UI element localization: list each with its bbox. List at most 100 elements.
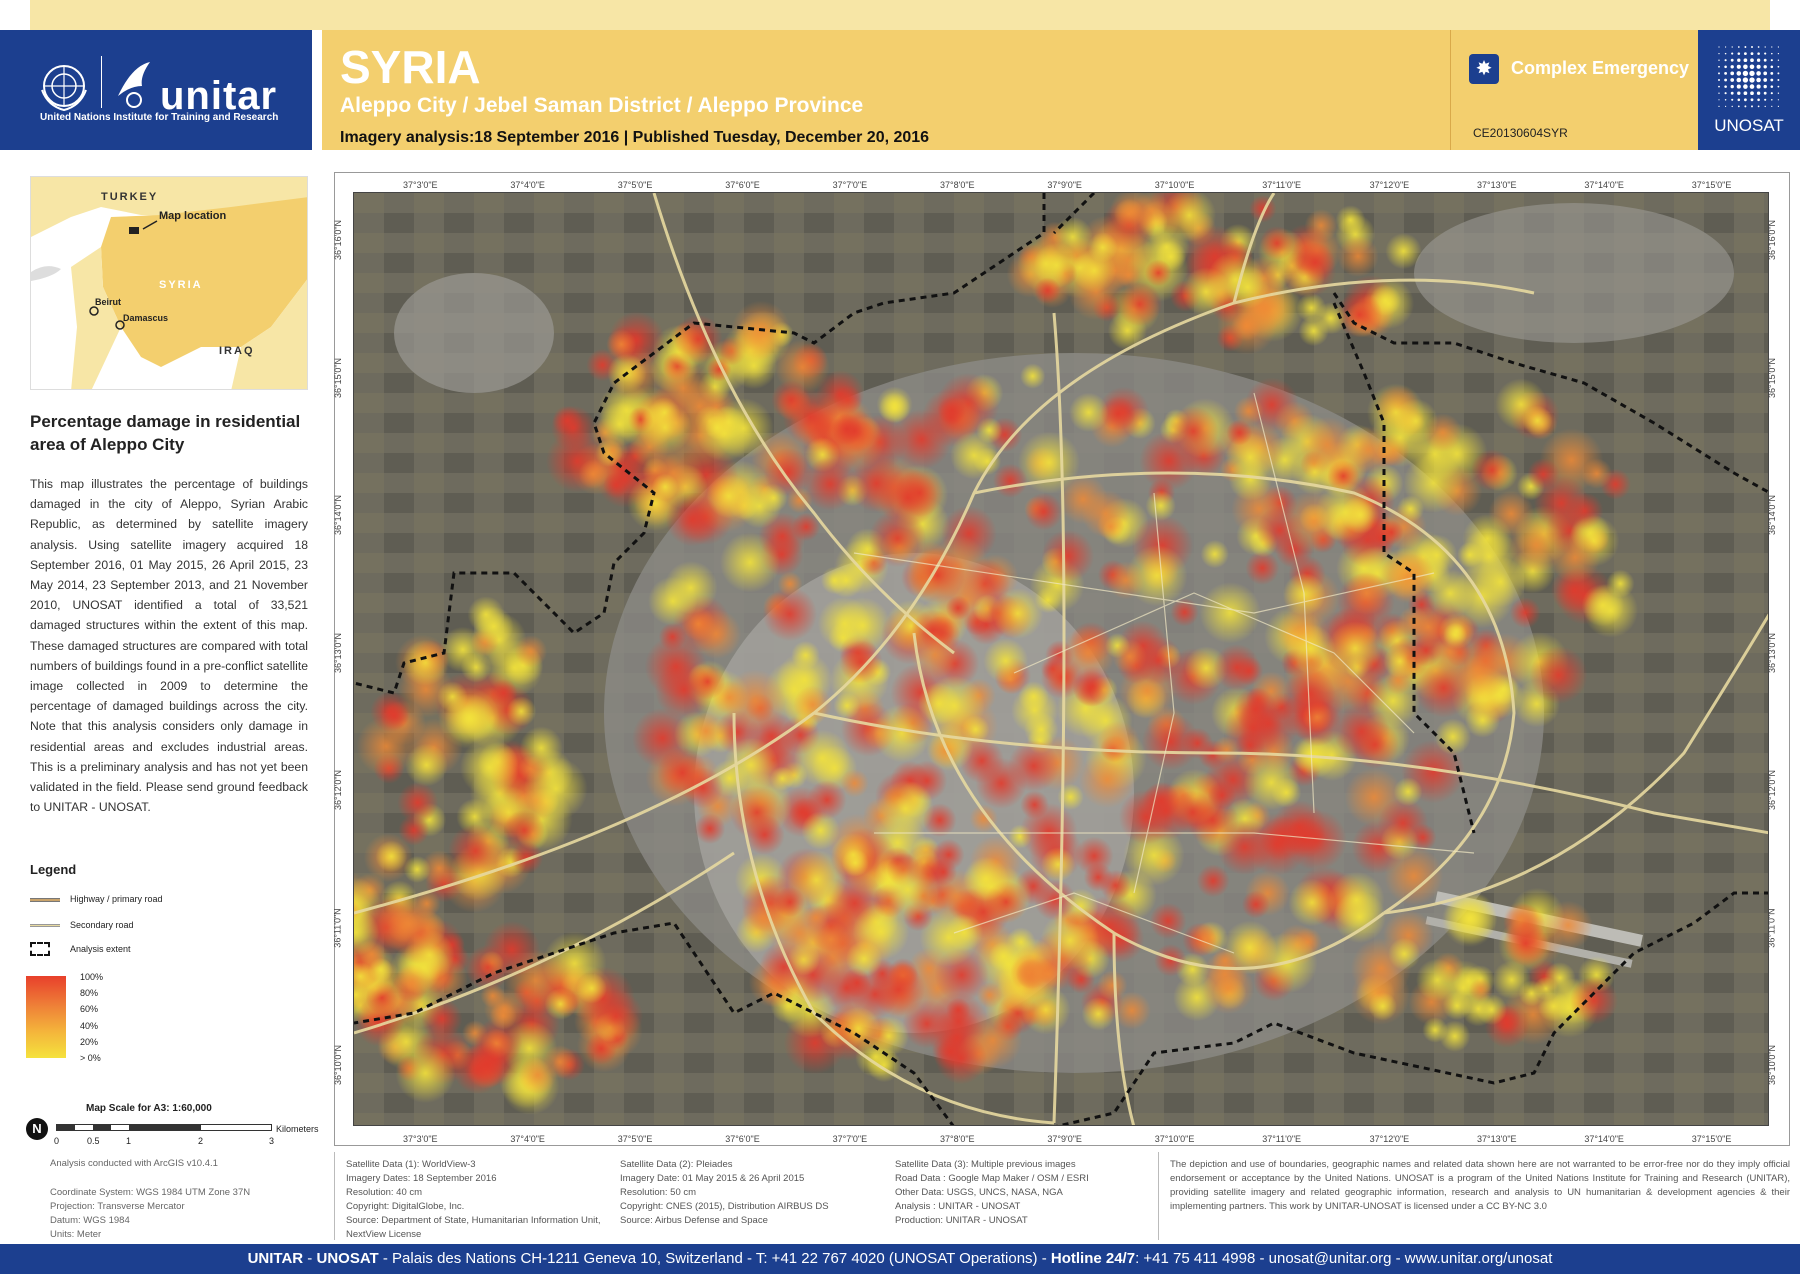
damage-blob bbox=[910, 630, 960, 679]
damage-blob bbox=[1032, 958, 1064, 990]
damage-blob bbox=[1294, 242, 1336, 283]
legend-highway-label: Highway / primary road bbox=[70, 894, 163, 904]
unitar-logo-box: unitar United Nations Institute for Trai… bbox=[0, 30, 312, 150]
damage-blob bbox=[1569, 976, 1619, 1025]
damage-blob bbox=[1040, 910, 1100, 971]
damage-blob bbox=[1416, 958, 1459, 1002]
damage-blob bbox=[1058, 474, 1108, 525]
latitude-tick: 36°15'0"N bbox=[333, 357, 344, 398]
unosat-dots-icon bbox=[1718, 46, 1780, 108]
damage-blob bbox=[514, 635, 548, 668]
unosat-dot bbox=[1756, 58, 1761, 62]
damage-gradient-bar bbox=[26, 976, 66, 1058]
latitude-tick: 36°16'0"N bbox=[333, 219, 344, 261]
damage-blob bbox=[543, 1045, 577, 1079]
unosat-dot bbox=[1751, 46, 1753, 48]
unosat-dot bbox=[1770, 92, 1773, 95]
damage-blob bbox=[1213, 644, 1261, 691]
damage-blob bbox=[1112, 991, 1151, 1030]
damage-blob bbox=[876, 386, 913, 423]
inset-syria-label: SYRIA bbox=[159, 279, 203, 291]
damage-blob bbox=[354, 909, 380, 956]
damage-blob bbox=[1149, 902, 1187, 940]
logo-divider bbox=[101, 56, 102, 108]
unosat-dot bbox=[1777, 85, 1780, 88]
unosat-dot bbox=[1725, 46, 1727, 48]
unosat-dot bbox=[1749, 64, 1755, 70]
unosat-dot bbox=[1730, 78, 1735, 82]
unosat-dot bbox=[1718, 105, 1720, 107]
damage-blob bbox=[1040, 847, 1076, 882]
footer-unosat: UNOSAT bbox=[316, 1250, 379, 1267]
damage-blob bbox=[460, 737, 519, 797]
unosat-dot bbox=[1763, 58, 1767, 62]
longitude-tick: 37°14'0"E bbox=[1584, 1134, 1624, 1144]
damage-blob bbox=[1087, 232, 1118, 263]
unosat-dot bbox=[1736, 77, 1742, 83]
tech-units: Units: Meter bbox=[50, 1229, 102, 1240]
inset-iraq-label: IRAQ bbox=[219, 345, 255, 357]
damage-blob bbox=[1096, 512, 1125, 541]
satellite-data-1: Satellite Data (1): WorldView-3 Imagery D… bbox=[346, 1158, 601, 1242]
damage-blob bbox=[1072, 666, 1114, 707]
damage-blob bbox=[1243, 754, 1300, 811]
damage-blob bbox=[909, 547, 966, 603]
inset-beirut-label: Beirut bbox=[95, 297, 122, 307]
unitar-bird-icon bbox=[118, 62, 150, 108]
damage-blob bbox=[1422, 1017, 1448, 1043]
grad-label-100: 100% bbox=[80, 972, 104, 982]
damage-blob bbox=[1581, 458, 1613, 489]
tech-coord: Coordinate System: WGS 1984 UTM Zone 37N bbox=[50, 1187, 251, 1198]
sat3-line: Satellite Data (3): Multiple previous im… bbox=[895, 1159, 1076, 1170]
unosat-dot bbox=[1770, 78, 1774, 82]
scale-bar bbox=[56, 1124, 272, 1131]
damage-blob bbox=[1081, 997, 1116, 1031]
latitude-tick: 36°14'0"N bbox=[333, 494, 344, 536]
map-location-marker bbox=[129, 227, 139, 234]
longitude-tick: 37°6'0"E bbox=[725, 1134, 760, 1144]
damage-map[interactable] bbox=[353, 192, 1769, 1126]
damage-blob bbox=[1465, 702, 1501, 738]
damage-blob bbox=[1034, 277, 1061, 304]
unosat-dot bbox=[1744, 46, 1747, 48]
unosat-dot bbox=[1724, 92, 1727, 95]
unosat-dot bbox=[1757, 98, 1760, 102]
damage-blob bbox=[1438, 613, 1475, 650]
longitude-tick: 37°13'0"E bbox=[1477, 1134, 1517, 1144]
unosat-dot bbox=[1730, 71, 1735, 76]
sat1-line: Satellite Data (1): WorldView-3 bbox=[346, 1159, 476, 1170]
longitude-tick: 37°4'0"E bbox=[510, 1134, 545, 1144]
damage-blob bbox=[1188, 922, 1223, 956]
damage-blob bbox=[1249, 195, 1277, 223]
sat1-line: NextView License bbox=[346, 1229, 422, 1240]
damage-blob bbox=[992, 588, 1044, 639]
longitude-tick: 37°5'0"E bbox=[617, 180, 653, 190]
damage-blob bbox=[489, 1002, 517, 1030]
damage-blob bbox=[1286, 624, 1336, 674]
footer-address: - Palais des Nations CH-1211 Geneva 10, … bbox=[378, 1250, 1051, 1267]
damage-blob bbox=[1335, 205, 1366, 235]
unosat-dot bbox=[1731, 46, 1733, 48]
damage-blob bbox=[395, 1043, 456, 1104]
unosat-dot bbox=[1718, 59, 1720, 61]
damage-blob bbox=[465, 944, 511, 991]
unosat-dot bbox=[1743, 84, 1748, 89]
damage-blob bbox=[793, 729, 851, 787]
longitude-tick: 37°8'0"E bbox=[940, 1134, 975, 1144]
damage-blob bbox=[691, 609, 742, 659]
scale-label-3: 3 bbox=[269, 1136, 275, 1146]
damage-blob bbox=[1393, 777, 1423, 807]
damage-blob bbox=[665, 492, 720, 547]
damage-blob bbox=[1259, 226, 1295, 261]
damage-blob bbox=[1020, 363, 1046, 389]
damage-blob bbox=[1024, 492, 1063, 531]
scale-label-1: 1 bbox=[126, 1136, 132, 1146]
damage-blob bbox=[1298, 315, 1329, 347]
disclaimer: The depiction and use of boundaries, geo… bbox=[1170, 1159, 1790, 1212]
longitude-tick: 37°3'0"E bbox=[403, 1134, 438, 1144]
damage-blob bbox=[1170, 598, 1199, 627]
unosat-dot bbox=[1730, 58, 1734, 62]
damage-blob bbox=[503, 809, 545, 852]
analysis-extent-line[interactable] bbox=[354, 193, 1046, 695]
unosat-dot bbox=[1756, 64, 1761, 69]
